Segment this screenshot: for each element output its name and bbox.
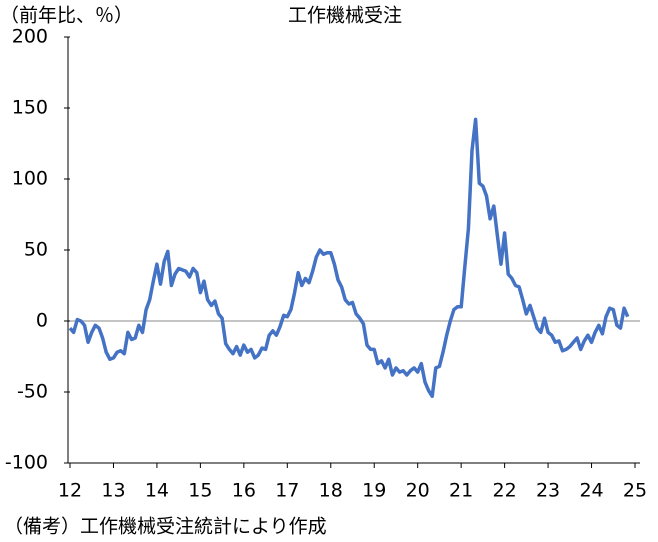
x-tick-label: 24 (579, 480, 603, 502)
x-tick-label: 17 (275, 480, 299, 502)
x-tick-label: 13 (101, 480, 125, 502)
x-tick-label: 19 (362, 480, 386, 502)
chart-title: 工作機械受注 (288, 5, 402, 27)
x-tick-label: 12 (58, 480, 82, 502)
y-tick-label: 0 (36, 310, 48, 332)
x-tick-label: 22 (493, 480, 517, 502)
y-axis-label: （前年比、％） (0, 5, 133, 27)
y-tick-label: 100 (12, 168, 48, 190)
x-tick-label: 14 (145, 480, 169, 502)
y-tick-label: -100 (5, 452, 48, 474)
y-tick-label: 50 (24, 239, 48, 261)
x-tick-label: 21 (449, 480, 473, 502)
data-line (68, 117, 630, 399)
y-tick-label: 200 (12, 26, 48, 48)
x-tick-label: 25 (623, 480, 647, 502)
x-tick-label: 18 (319, 480, 343, 502)
x-tick-label: 23 (536, 480, 560, 502)
y-tick-label: 150 (12, 97, 48, 119)
y-tick-label: -50 (17, 381, 48, 403)
x-tick-label: 20 (406, 480, 430, 502)
x-tick-label: 16 (232, 480, 256, 502)
note: （備考）工作機械受注統計により作成 (4, 516, 327, 538)
x-tick-label: 15 (188, 480, 212, 502)
